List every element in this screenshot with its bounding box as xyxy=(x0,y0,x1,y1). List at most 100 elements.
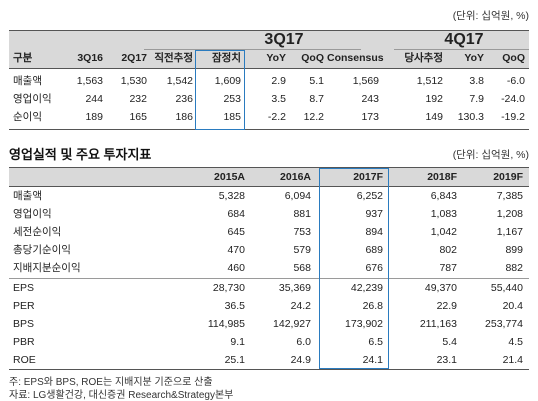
value-cell: 24.9 xyxy=(290,354,311,366)
row-label: 매출액 xyxy=(13,190,42,202)
value-cell: 20.4 xyxy=(502,300,523,312)
value-cell: 192 xyxy=(425,93,443,105)
indicator-row: PBR 9.1 6.0 6.5 5.4 4.5 xyxy=(9,334,529,350)
year-header: 2015A xyxy=(214,171,245,183)
value-cell: 1,530 xyxy=(120,75,147,87)
group-4q17-label: 4Q17 xyxy=(444,31,484,48)
value-cell: 7.9 xyxy=(469,93,484,105)
value-cell: 42,239 xyxy=(350,282,383,294)
indicator-row: PER 36.5 24.2 26.8 22.9 20.4 xyxy=(9,298,529,314)
value-cell: 689 xyxy=(365,244,383,256)
value-cell: 26.8 xyxy=(362,300,383,312)
year-header: 2018F xyxy=(427,171,457,183)
value-cell: 2.9 xyxy=(271,75,286,87)
value-cell: 36.5 xyxy=(224,300,245,312)
value-cell: 7,385 xyxy=(496,190,523,202)
top-header-cell: QoQ xyxy=(301,52,324,64)
source-note: 자료: LG생활건강, 대신증권 Research&Strategy본부 xyxy=(9,390,234,401)
top-unit-label: (단위: 십억원, %) xyxy=(452,10,529,22)
value-cell: 8.7 xyxy=(309,93,324,105)
value-cell: 753 xyxy=(293,226,311,238)
value-cell: 460 xyxy=(227,262,245,274)
value-cell: 579 xyxy=(293,244,311,256)
indicator-row: 세전순이익 645 753 894 1,042 1,167 xyxy=(9,224,529,240)
value-cell: 1,512 xyxy=(416,75,443,87)
value-cell: 470 xyxy=(227,244,245,256)
value-cell: 253,774 xyxy=(485,318,523,330)
group-3q17-label: 3Q17 xyxy=(264,31,304,48)
value-cell: 6,252 xyxy=(356,190,383,202)
value-cell: 173,902 xyxy=(345,318,383,330)
value-cell: 142,927 xyxy=(273,318,311,330)
row-label: 매출액 xyxy=(13,75,42,87)
indicator-row: 영업이익 684 881 937 1,083 1,208 xyxy=(9,206,529,222)
value-cell: -2.2 xyxy=(267,111,286,123)
indicator-row: 매출액 5,328 6,094 6,252 6,843 7,385 xyxy=(9,188,529,204)
top-header-cell: 당사추정 xyxy=(404,52,443,64)
value-cell: 684 xyxy=(227,208,245,220)
value-cell: 6.0 xyxy=(296,336,311,348)
investment-indicators-table: 2015A 2016A 2017F 2018F 2019F 매출액 5,328 … xyxy=(9,167,529,370)
row-label: PER xyxy=(13,300,35,312)
value-cell: 645 xyxy=(227,226,245,238)
top-row-operating-profit: 영업이익 244 232 236 253 3.5 8.7 243 192 7.9… xyxy=(9,91,529,107)
bottom-header-row: 2015A 2016A 2017F 2018F 2019F xyxy=(9,169,529,185)
value-cell: 4.5 xyxy=(508,336,523,348)
value-cell: 186 xyxy=(175,111,193,123)
value-cell: 3.5 xyxy=(271,93,286,105)
value-cell: 5,328 xyxy=(218,190,245,202)
indicator-row: ROE 25.1 24.9 24.1 23.1 21.4 xyxy=(9,352,529,368)
value-cell: 1,542 xyxy=(166,75,193,87)
value-cell: 21.4 xyxy=(502,354,523,366)
value-cell: 12.2 xyxy=(303,111,324,123)
value-cell: 130.3 xyxy=(457,111,484,123)
value-cell: 22.9 xyxy=(436,300,457,312)
value-cell: 49,370 xyxy=(424,282,457,294)
value-cell: 232 xyxy=(129,93,147,105)
year-header: 2019F xyxy=(493,171,523,183)
value-cell: 244 xyxy=(85,93,103,105)
indicator-row: 지배지분순이익 460 568 676 787 882 xyxy=(9,260,529,276)
value-cell: -6.0 xyxy=(506,75,525,87)
bottom-header-band xyxy=(9,167,529,186)
value-cell: 937 xyxy=(365,208,383,220)
value-cell: 243 xyxy=(361,93,379,105)
year-header: 2017F xyxy=(353,171,383,183)
top-header-cell: 잠정치 xyxy=(212,52,241,64)
value-cell: -19.2 xyxy=(501,111,525,123)
top-header-cell: 직전추정 xyxy=(154,52,193,64)
value-cell: 114,985 xyxy=(207,318,245,330)
value-cell: 24.1 xyxy=(362,354,383,366)
value-cell: 9.1 xyxy=(230,336,245,348)
value-cell: 165 xyxy=(129,111,147,123)
top-header-cell: Consensus xyxy=(327,52,384,64)
value-cell: 5.4 xyxy=(442,336,457,348)
top-header-cell: 3Q16 xyxy=(77,52,103,64)
row-label: ROE xyxy=(13,354,36,366)
value-cell: 676 xyxy=(365,262,383,274)
section-title: 영업실적 및 주요 투자지표 xyxy=(9,147,152,162)
top-header-cell: 구분 xyxy=(13,52,33,64)
value-cell: 236 xyxy=(175,93,193,105)
row-label: EPS xyxy=(13,282,35,294)
value-cell: 55,440 xyxy=(490,282,523,294)
value-cell: 25.1 xyxy=(224,354,245,366)
row-label: 순이익 xyxy=(13,111,42,123)
value-cell: 1,167 xyxy=(496,226,523,238)
value-cell: 189 xyxy=(85,111,103,123)
value-cell: 1,208 xyxy=(496,208,523,220)
row-label: 영업이익 xyxy=(13,93,52,105)
top-row-net-income: 순이익 189 165 186 185 -2.2 12.2 173 149 13… xyxy=(9,109,529,125)
row-label: 지배지분순이익 xyxy=(13,262,81,274)
row-label: 세전순이익 xyxy=(13,226,62,238)
value-cell: 568 xyxy=(293,262,311,274)
value-cell: 5.1 xyxy=(309,75,324,87)
top-header-cell: QoQ xyxy=(502,52,525,64)
value-cell: 899 xyxy=(505,244,523,256)
year-header: 2016A xyxy=(280,171,311,183)
value-cell: 1,083 xyxy=(430,208,457,220)
value-cell: 185 xyxy=(223,111,241,123)
value-cell: 894 xyxy=(365,226,383,238)
value-cell: 211,163 xyxy=(419,318,457,330)
value-cell: -24.0 xyxy=(501,93,525,105)
